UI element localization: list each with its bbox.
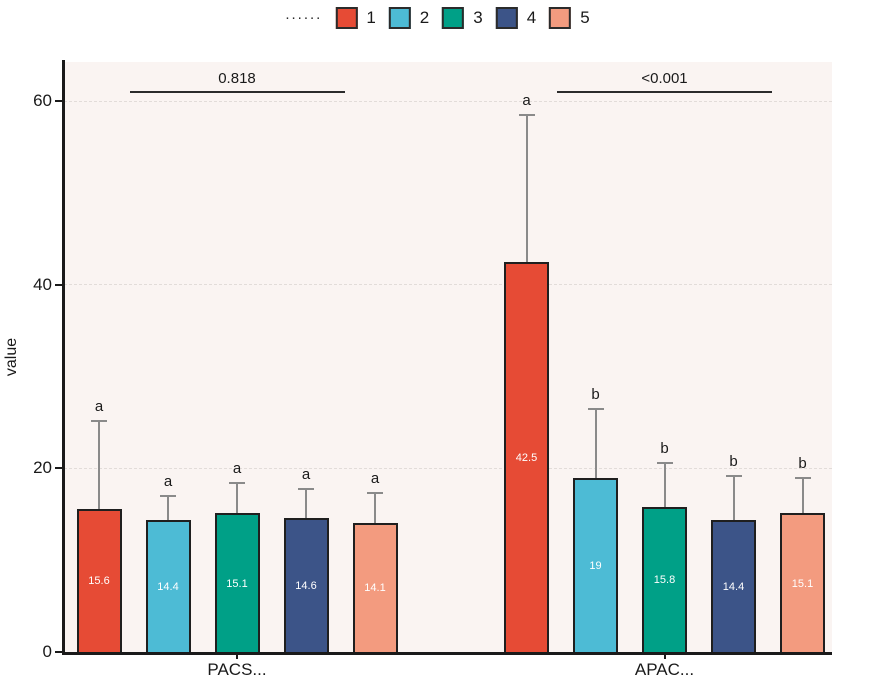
significance-letter: a — [232, 460, 242, 478]
bar-value-label: 15.1 — [791, 577, 814, 590]
gridline-60 — [64, 100, 832, 102]
bar-series-1: 15.6 — [76, 508, 122, 654]
p-value-label: <0.001 — [641, 70, 688, 87]
y-axis-line — [62, 60, 65, 655]
y-tick-label-60: 60 — [33, 91, 52, 111]
error-bar-line — [732, 475, 735, 522]
legend-entry-5: 5 — [549, 6, 590, 29]
bar-series-5: 14.1 — [352, 522, 398, 654]
legend-entry-label: 4 — [526, 7, 537, 27]
significance-letter: a — [94, 397, 104, 415]
significance-letter: b — [729, 452, 738, 470]
error-bar-line — [305, 488, 307, 520]
legend-entry-label: 3 — [473, 7, 483, 27]
legend-entry-3: 3 — [442, 6, 483, 29]
bar-value-label: 15.1 — [226, 577, 248, 590]
legend-entry-label: 2 — [419, 7, 430, 27]
bar-series-4: 14.6 — [283, 517, 329, 654]
legend-swatch-icon — [388, 6, 411, 29]
x-axis-line — [62, 652, 832, 655]
error-bar-line — [98, 420, 100, 511]
y-tick-0 — [55, 651, 62, 653]
significance-letter: a — [370, 470, 380, 488]
x-tick — [236, 654, 238, 659]
x-category-label: APAC... — [634, 660, 695, 679]
bar-value-label: 15.8 — [653, 574, 676, 587]
y-tick-label-40: 40 — [33, 274, 52, 294]
legend-swatch-icon — [335, 6, 358, 29]
error-bar-cap — [160, 494, 176, 497]
significance-letter: b — [660, 439, 669, 457]
y-tick-40 — [55, 283, 62, 286]
bar-value-label: 14.6 — [295, 579, 317, 592]
legend-entry-label: 1 — [366, 7, 376, 27]
x-category-label: PACS... — [207, 660, 267, 679]
error-bar-cap — [367, 492, 383, 495]
bar-series-5: 15.1 — [780, 513, 825, 654]
y-tick-label-20: 20 — [33, 458, 52, 478]
legend-swatch-icon — [495, 6, 518, 29]
gridline-40 — [64, 284, 832, 286]
legend-entry-2: 2 — [388, 6, 430, 29]
error-bar-cap — [229, 482, 245, 485]
error-bar-cap — [794, 477, 811, 480]
bar-value-label: 19 — [589, 559, 602, 572]
error-bar-cap — [91, 419, 107, 422]
legend-entry-1: 1 — [335, 6, 376, 29]
significance-bracket-line — [557, 91, 772, 93]
error-bar-line — [525, 114, 528, 264]
bar-series-3: 15.8 — [642, 506, 687, 654]
x-tick — [663, 654, 666, 659]
legend-title: ...... — [285, 6, 323, 23]
bar-series-3: 15.1 — [214, 513, 260, 654]
plot-area — [64, 62, 832, 652]
error-bar-line — [663, 462, 666, 509]
significance-letter: b — [798, 455, 807, 473]
error-bar-cap — [518, 113, 535, 116]
y-tick-label-0: 0 — [42, 642, 52, 661]
bar-series-2: 19 — [573, 477, 618, 654]
bar-series-4: 14.4 — [711, 519, 756, 654]
gridline-20 — [64, 467, 832, 469]
error-bar-line — [374, 493, 376, 525]
legend-entry-label: 5 — [580, 7, 590, 27]
legend-swatch-icon — [549, 6, 572, 29]
error-bar-line — [236, 483, 238, 516]
significance-letter: b — [591, 385, 600, 403]
error-bar-cap — [725, 474, 742, 477]
significance-letter: a — [301, 465, 311, 483]
bar-series-1: 42.5 — [504, 261, 549, 654]
p-value-label: 0.818 — [218, 70, 256, 87]
bar-series-2: 14.4 — [145, 519, 191, 654]
error-bar-cap — [587, 407, 604, 410]
y-tick-60 — [55, 100, 62, 103]
error-bar-cap — [298, 487, 314, 490]
legend: ...... 1 2 3 4 5 — [285, 6, 590, 29]
legend-swatch-icon — [442, 6, 465, 29]
error-bar-line — [801, 478, 804, 516]
legend-entry-4: 4 — [495, 6, 537, 29]
significance-letter: a — [522, 91, 531, 109]
y-tick-20 — [55, 467, 62, 470]
error-bar-line — [167, 495, 169, 522]
bar-value-label: 15.6 — [88, 575, 110, 588]
bar-value-label: 14.4 — [157, 580, 179, 593]
error-bar-line — [594, 408, 597, 480]
y-axis-title: value — [3, 337, 20, 377]
significance-letter: a — [163, 472, 173, 490]
bar-value-label: 14.4 — [722, 580, 745, 593]
significance-bracket-line — [129, 91, 345, 93]
bar-value-label: 14.1 — [364, 582, 386, 595]
bar-value-label: 42.5 — [515, 451, 538, 464]
error-bar-cap — [656, 461, 673, 464]
